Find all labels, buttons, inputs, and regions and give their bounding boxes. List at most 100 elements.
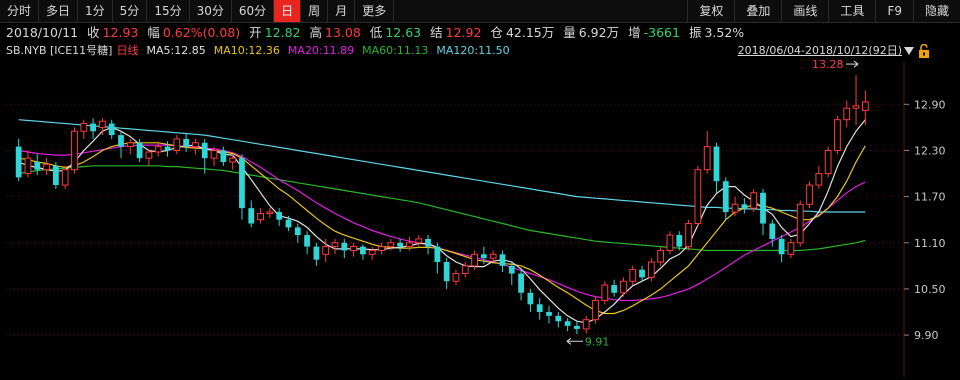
period-tab-9[interactable]: 月	[328, 0, 356, 22]
candle-73	[694, 165, 702, 228]
open-label: 开	[249, 25, 262, 40]
y-tick-label-0: 12.90	[914, 98, 946, 111]
candle-body	[173, 138, 181, 151]
candle-body	[527, 292, 534, 305]
period-tab-10[interactable]: 更多	[355, 0, 395, 22]
candle-body	[639, 269, 645, 278]
candle-54	[518, 269, 524, 301]
candle-48	[461, 262, 469, 278]
date-range-selector[interactable]: 2018/06/04-2018/10/12(92日)	[737, 44, 902, 57]
candle-body	[397, 242, 404, 247]
candle-body	[43, 163, 50, 171]
candle-body	[164, 146, 171, 151]
candle-31	[304, 231, 310, 255]
candle-body	[210, 149, 218, 159]
candle-body	[425, 238, 431, 247]
tool-button-4[interactable]: F9	[875, 0, 913, 22]
close-label: 收	[87, 25, 100, 40]
y-tick-label-2: 11.70	[914, 191, 946, 204]
period-tab-0[interactable]: 分时	[0, 0, 40, 22]
candle-body	[861, 101, 869, 111]
period-tab-6[interactable]: 60分	[232, 0, 275, 22]
period-tab-8[interactable]: 周	[301, 0, 329, 22]
tool-button-2[interactable]: 画线	[781, 0, 828, 22]
candle-81	[769, 219, 776, 247]
candle-0	[15, 138, 22, 182]
candle-66	[629, 265, 637, 286]
y-tick-label-5: 9.90	[914, 329, 939, 342]
tool-buttons: 复权 叠加 画线 工具 F9 隐藏	[687, 0, 960, 22]
volume-label: 量	[563, 25, 576, 40]
candle-53	[508, 262, 515, 286]
candle-body	[350, 246, 357, 251]
tool-button-3[interactable]: 工具	[828, 0, 875, 22]
ma60-legend: MA60:11.13	[362, 44, 429, 57]
y-tick-label-1: 12.30	[914, 144, 946, 157]
candle-body	[508, 265, 515, 274]
candle-17	[173, 135, 181, 155]
candle-27	[266, 208, 274, 219]
period-tab-4[interactable]: 15分	[147, 0, 190, 22]
candle-body	[685, 223, 692, 248]
candle-71	[676, 231, 683, 251]
y-tick-label-3: 11.10	[914, 237, 946, 250]
oi-change-value: -3661	[643, 25, 680, 40]
candle-body	[443, 262, 450, 282]
period-tab-2[interactable]: 1分	[78, 0, 113, 22]
grid-lines	[6, 62, 905, 377]
candle-36	[350, 242, 357, 257]
candle-body	[769, 223, 776, 239]
oi-change-label: 增	[628, 25, 641, 40]
high-label: 高	[309, 25, 322, 40]
candle-body	[80, 123, 88, 132]
candle-5	[61, 165, 69, 189]
candle-body	[118, 135, 124, 147]
candle-body	[276, 212, 283, 220]
candle-body	[266, 211, 274, 215]
candle-21	[210, 146, 218, 166]
candle-body	[368, 249, 376, 255]
candle-body	[341, 242, 348, 251]
quote-date: 2018/10/11	[6, 25, 79, 40]
candle-41	[397, 238, 404, 252]
change-label: 幅	[147, 25, 160, 40]
ma20-line	[18, 144, 866, 302]
candle-body	[722, 181, 729, 212]
candle-body	[71, 130, 78, 171]
period-tab-7[interactable]: 日	[274, 0, 302, 22]
candle-body	[52, 165, 59, 186]
dropdown-triangle-icon[interactable]	[904, 47, 914, 55]
ma10-legend: MA10:12.36	[213, 44, 280, 57]
candle-body	[824, 149, 832, 175]
candle-88	[834, 115, 841, 155]
ma60-line	[18, 165, 866, 252]
candle-34	[331, 238, 339, 255]
candle-body	[15, 146, 22, 178]
candle-body	[239, 158, 245, 209]
candle-body	[136, 142, 143, 159]
candle-body	[61, 169, 69, 186]
candle-60	[574, 321, 580, 335]
tool-button-0[interactable]: 复权	[687, 0, 734, 22]
low-value: 12.63	[385, 25, 422, 40]
period-tab-5[interactable]: 30分	[190, 0, 232, 22]
candle-body	[574, 325, 580, 329]
price-annotations: 13.28 9.91	[566, 58, 859, 348]
period-tab-1[interactable]: 多日	[39, 0, 79, 22]
tool-button-5[interactable]: 隐藏	[912, 0, 960, 22]
candle-body	[108, 123, 115, 136]
tool-button-1[interactable]: 叠加	[734, 0, 781, 22]
low-annotation: 9.91	[585, 335, 610, 348]
candle-body	[657, 249, 665, 263]
candle-body	[796, 203, 804, 244]
y-tick-label-4: 10.50	[914, 283, 946, 296]
candle-body	[378, 246, 385, 251]
candle-body	[387, 242, 395, 248]
price-axis: 12.90 12.30 11.70 11.10 10.50 9.90	[904, 98, 946, 342]
candle-39	[378, 242, 385, 255]
candle-43	[415, 235, 423, 247]
period-tab-3[interactable]: 5分	[113, 0, 148, 22]
unlock-icon[interactable]	[918, 44, 930, 58]
candle-16	[164, 141, 171, 157]
